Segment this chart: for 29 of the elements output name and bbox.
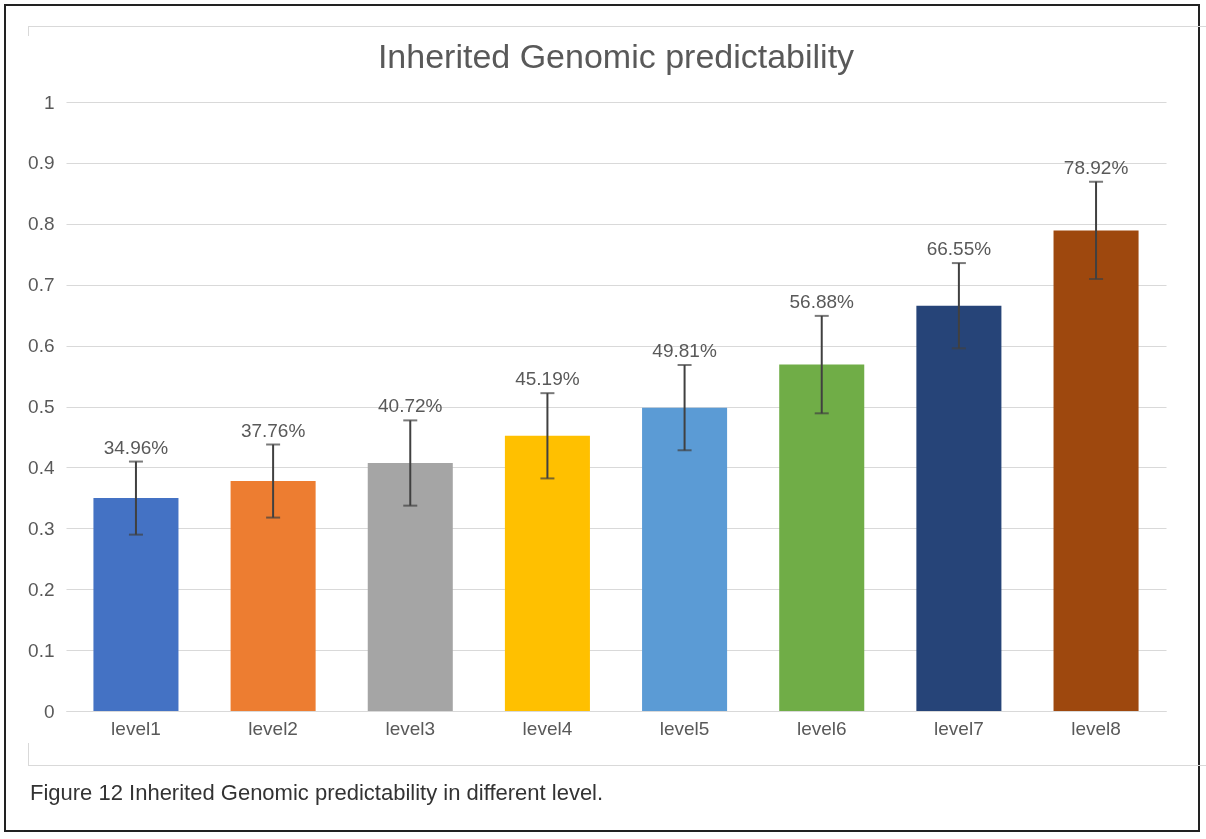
data-label: 37.76%: [240, 419, 306, 441]
data-label: 49.81%: [652, 340, 717, 362]
y-tick-label: 0: [43, 700, 55, 722]
y-tick-label: 0.5: [28, 396, 55, 417]
caption: Figure 12 Inherited Genomic predictability in different level.: [30, 780, 604, 806]
x-tick-label: level4: [522, 717, 573, 739]
x-tick-label: level3: [385, 717, 436, 739]
y-tick-label: 1: [43, 91, 55, 113]
data-label: 66.55%: [926, 238, 992, 260]
y-tick-label: 0.4: [28, 456, 55, 478]
y-tick-label: 0.3: [28, 517, 55, 539]
data-label: 45.19%: [515, 368, 580, 390]
y-tick-label: 0.6: [28, 335, 55, 357]
data-label: 40.72%: [378, 395, 443, 417]
y-tick-label: 0.8: [28, 213, 55, 235]
y-tick-label: 0.1: [28, 639, 55, 661]
chart-title: Inherited Genomic predictability: [377, 37, 855, 75]
data-label: 56.88%: [789, 290, 855, 312]
data-label: 34.96%: [103, 436, 169, 458]
x-tick-label: level2: [248, 717, 298, 739]
x-tick-label: level7: [934, 717, 984, 739]
y-tick-label: 0.2: [28, 578, 55, 600]
x-tick-label: level6: [796, 717, 847, 739]
x-tick-label: level1: [111, 717, 161, 739]
x-tick-label: level5: [659, 717, 710, 739]
y-tick-label: 0.7: [28, 274, 55, 296]
data-label: 78.92%: [1063, 156, 1129, 178]
y-tick-label: 0.9: [28, 152, 55, 174]
x-tick-label: level8: [1071, 717, 1121, 739]
